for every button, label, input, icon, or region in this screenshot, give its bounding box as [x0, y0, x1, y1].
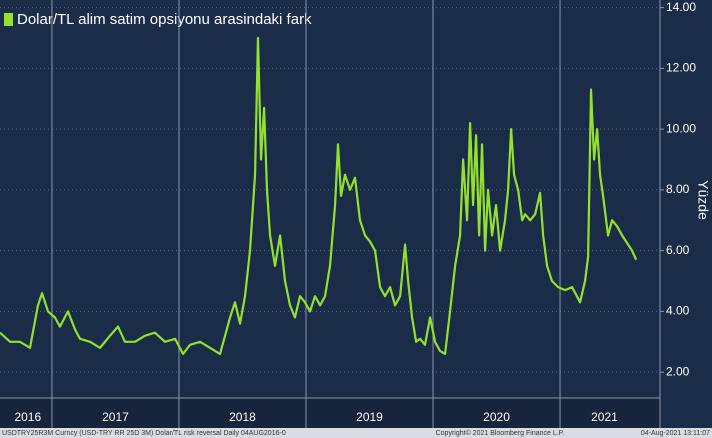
legend-label: Dolar/TL alim satim opsiyonu arasindaki …: [17, 11, 312, 28]
y-tick-label: 6.00: [666, 243, 690, 257]
footer-left: USDTRY25R3M Curncy (USD-TRY RR 25D 3M) D…: [2, 430, 286, 437]
footer-right: 04-Aug-2021 13:11:07: [641, 430, 710, 437]
legend-swatch: [4, 13, 13, 26]
x-tick-label: 2017: [102, 410, 129, 424]
x-tick-label: 2020: [483, 410, 510, 424]
y-tick-label: 2.00: [666, 364, 690, 378]
x-tick-label: 2016: [14, 410, 41, 424]
footer-strip: [0, 428, 712, 438]
x-axis-strip: [0, 398, 660, 428]
series-line: [0, 36, 638, 356]
footer-center: Copyright© 2021 Bloomberg Finance L.P.: [436, 429, 565, 437]
y-tick-label: 12.00: [666, 61, 696, 75]
y-tick-label: 14.00: [666, 0, 696, 14]
y-tick-label: 4.00: [666, 304, 690, 318]
x-tick-label: 2021: [591, 410, 618, 424]
y-axis-label: Yüzde: [695, 180, 711, 220]
y-tick-label: 10.00: [666, 121, 696, 135]
x-tick-label: 2018: [229, 410, 256, 424]
y-tick-label: 8.00: [666, 182, 690, 196]
x-tick-label: 2019: [356, 410, 383, 424]
